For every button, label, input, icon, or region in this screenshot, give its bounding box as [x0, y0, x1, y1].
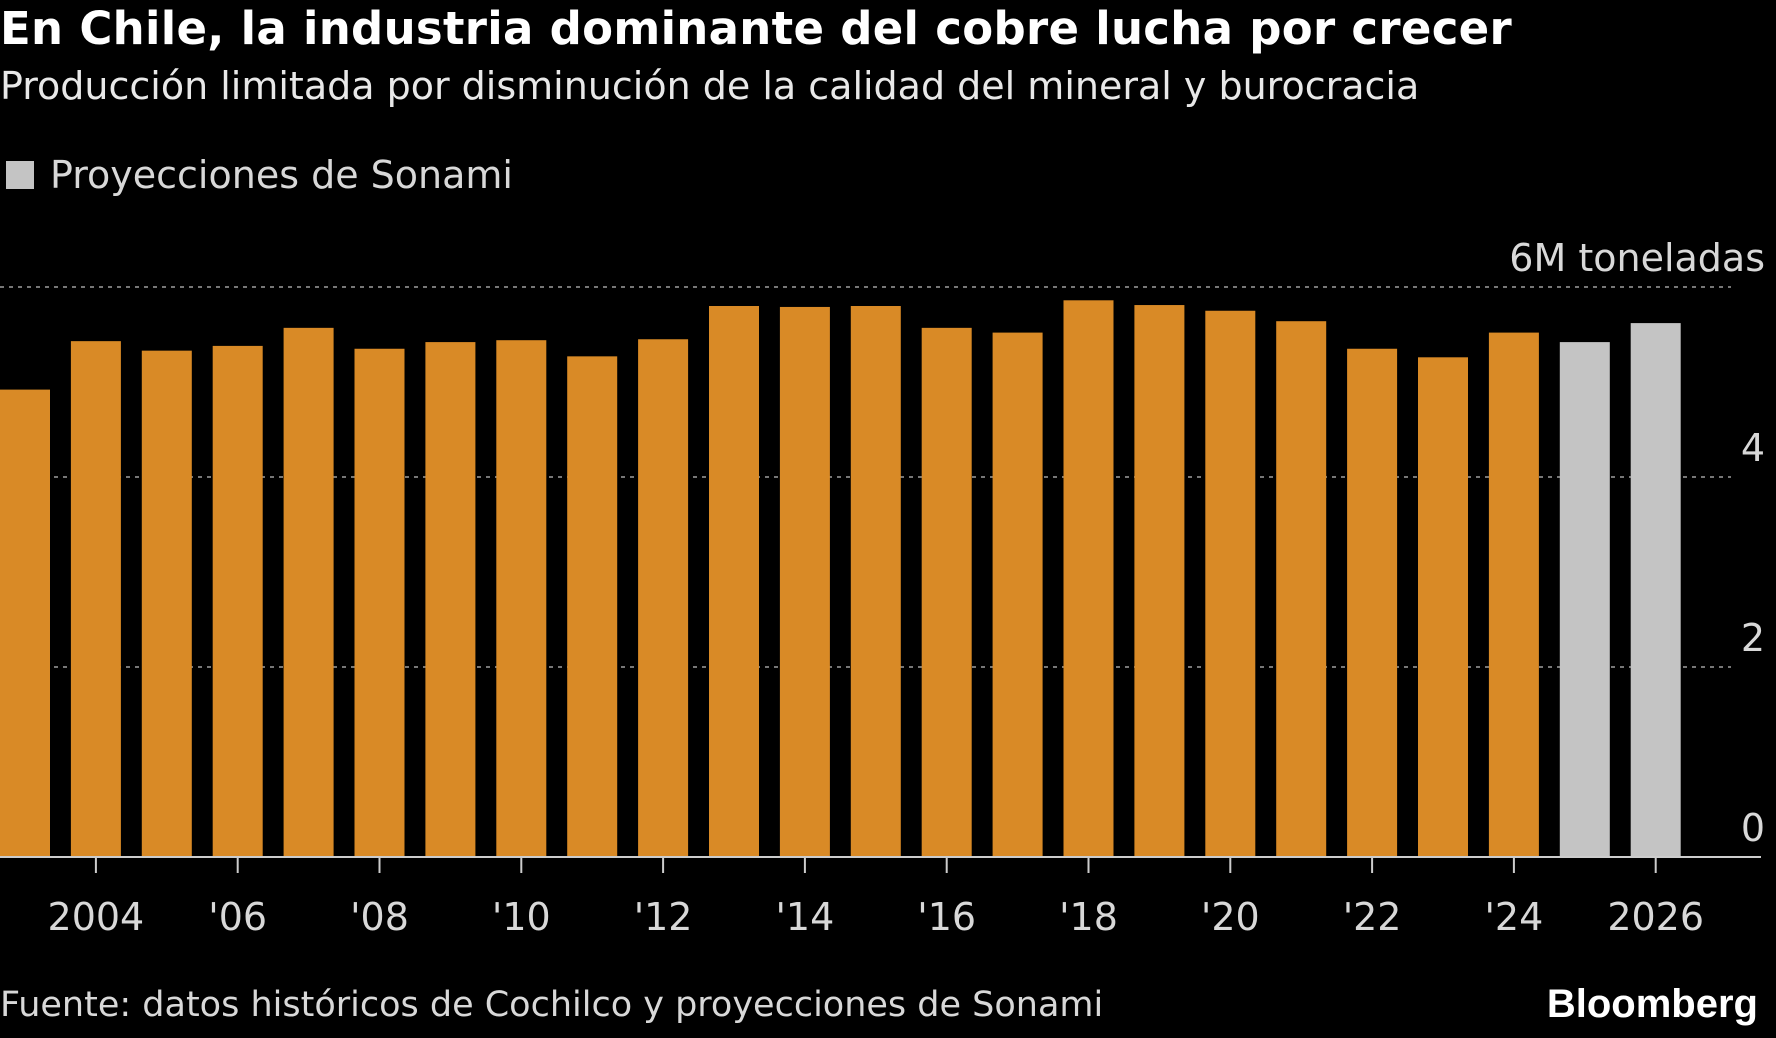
chart-title: En Chile, la industria dominante del cob… [0, 2, 1512, 55]
x-tick-label: '14 [775, 895, 834, 939]
bar-2006 [212, 345, 263, 857]
x-tick-label: '20 [1201, 895, 1260, 939]
y-tick-label: 4 [1741, 426, 1765, 470]
bar-2011 [567, 356, 618, 857]
bar-2008 [354, 348, 405, 857]
y-tick-label: 6M toneladas [1509, 236, 1765, 280]
bar-2016 [921, 327, 972, 858]
bar-2015 [850, 306, 901, 857]
bar-2022 [1347, 348, 1398, 857]
legend: Proyecciones de Sonami [6, 153, 513, 197]
bar-2023 [1418, 357, 1468, 857]
source-note: Fuente: datos históricos de Cochilco y p… [0, 985, 1104, 1025]
bar-2013 [709, 306, 759, 857]
bar-2020 [1205, 310, 1256, 857]
bar-2017 [992, 332, 1043, 858]
bar-2010 [496, 340, 547, 857]
chart-subtitle: Producción limitada por disminución de l… [0, 64, 1420, 108]
x-tick-label: 2004 [48, 895, 145, 939]
legend-swatch-projections [6, 161, 34, 189]
x-tick-label: '10 [492, 895, 551, 939]
bar-2009 [425, 342, 476, 858]
bar-2004 [70, 341, 121, 857]
x-tick-label: '16 [917, 895, 976, 939]
bar-2012 [638, 339, 689, 857]
x-tick-label: '22 [1343, 895, 1402, 939]
legend-label-projections: Proyecciones de Sonami [50, 153, 513, 197]
x-tick-label: 2026 [1607, 895, 1704, 939]
bloomberg-logo: Bloomberg [1546, 982, 1758, 1026]
bar-2014 [779, 306, 830, 857]
bar-2025 [1559, 342, 1610, 858]
x-tick-label: '06 [208, 895, 267, 939]
x-tick-label: '18 [1059, 895, 1118, 939]
bar-2024 [1488, 332, 1539, 858]
x-tick-label: '08 [350, 895, 409, 939]
bar-2026 [1630, 323, 1681, 858]
y-tick-label: 2 [1741, 616, 1765, 660]
bar-2007 [283, 327, 334, 858]
y-tick-label: 0 [1741, 806, 1765, 850]
x-tick-label: '12 [634, 895, 693, 939]
bar-2021 [1276, 321, 1327, 857]
bar-2018 [1063, 300, 1114, 857]
bar-2005 [141, 350, 192, 857]
x-tick-label: '24 [1484, 895, 1543, 939]
bar-2019 [1134, 305, 1185, 857]
bar-2003 [0, 389, 50, 857]
